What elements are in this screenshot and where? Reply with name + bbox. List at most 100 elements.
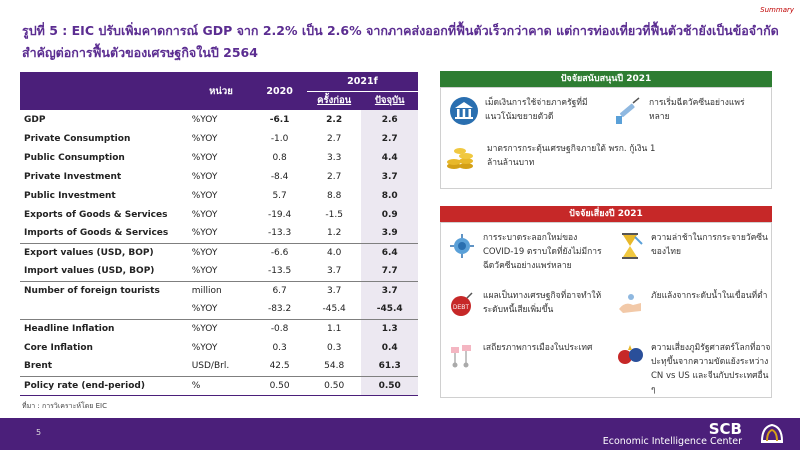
support-box: เม็ดเงินการใช้จ่ายภาครัฐที่มีแนวโน้มขยาย… (440, 87, 772, 189)
row-current: 3.9 (361, 224, 418, 243)
row-current: 2.7 (361, 129, 418, 148)
row-current: 6.4 (361, 242, 418, 262)
forecast-table: หน่วย 2020 2021f ครั้งก่อน ปัจจุบัน GDP%… (20, 72, 418, 396)
row-2020: -19.4 (267, 209, 292, 220)
row-current: 0.9 (361, 205, 418, 224)
risk-item: ความล่าช้าในการกระจายวัคซีนของไทย (615, 231, 769, 261)
col-unit: หน่วย (189, 72, 253, 110)
bank-icon (450, 97, 478, 125)
row-unit: %YOY (191, 304, 218, 315)
row-prev: -1.5 (325, 209, 343, 220)
table-row: Policy rate (end-period)% 0.50 0.50 0.50 (20, 375, 418, 396)
row-2020: 0.3 (272, 342, 287, 353)
row-unit: %YOY (189, 318, 253, 338)
virus-icon (450, 234, 474, 258)
table-row: Headline Inflation %YOY -0.8 1.1 1.3 (20, 318, 418, 338)
support-item: เม็ดเงินการใช้จ่ายภาครัฐที่มีแนวโน้มขยาย… (449, 96, 595, 126)
row-unit: %YOY (191, 342, 218, 353)
row-prev: 3.7 (306, 280, 362, 300)
row-2020: 6.7 (252, 280, 307, 300)
risk-text: ภัยแล้งจากระดับน้ำในเขื่อนที่ต่ำ (651, 291, 768, 301)
col-cur: ปัจจุบัน (361, 91, 418, 110)
row-unit: %YOY (191, 114, 218, 125)
row-label: Core Inflation (24, 342, 93, 353)
source-note: ที่มา : การวิเคราะห์โดย EIC (22, 402, 107, 410)
risk-text: ความล่าช้าในการกระจายวัคซีนของไทย (651, 233, 768, 257)
row-prev: 3.3 (326, 152, 342, 163)
risk-text: แผลเป็นทางเศรษฐกิจที่อาจทำให้ระดับหนี้เส… (483, 291, 602, 315)
row-current: 0.50 (361, 375, 418, 396)
row-label: Exports of Goods & Services (24, 209, 168, 220)
col-prev: ครั้งก่อน (306, 91, 362, 110)
row-label: Private Consumption (24, 133, 131, 144)
tradewar-icon (618, 345, 643, 364)
row-current: 61.3 (361, 357, 418, 376)
row-prev: 1.1 (306, 318, 362, 338)
row-label: Imports of Goods & Services (24, 228, 169, 239)
row-2020: 42.5 (269, 361, 290, 372)
col-2020: 2020 (252, 72, 307, 110)
row-2020: -6.1 (269, 114, 290, 125)
row-label: Import values (USD, BOP) (24, 266, 155, 277)
center-name: Economic Intelligence Center (602, 436, 742, 447)
row-unit: million (189, 280, 253, 300)
row-current: 4.4 (361, 148, 418, 167)
row-prev: 1.2 (326, 228, 342, 239)
row-unit: % (189, 375, 253, 396)
support-header: ปัจจัยสนับสนุนปี 2021 (440, 71, 772, 87)
row-current: 2.6 (361, 110, 418, 129)
row-prev: -45.4 (322, 304, 346, 315)
support-text: การเริ่มฉีดวัคซีนอย่างแพร่หลาย (649, 98, 745, 122)
table-row: %YOY -83.2 -45.4 -45.4 (20, 300, 418, 319)
scb-logo-icon (760, 423, 784, 443)
row-prev: 0.3 (326, 342, 342, 353)
row-prev: 2.2 (326, 114, 343, 125)
row-current: 3.7 (361, 280, 418, 300)
table-row: GDP %YOY -6.1 2.2 2.6 (20, 110, 418, 129)
row-unit: %YOY (191, 152, 218, 163)
debt-bomb-icon: DEBT (451, 292, 473, 316)
risk-text: เสถียรภาพการเมืองในประเทศ (483, 343, 593, 353)
row-current: 7.7 (361, 262, 418, 281)
svg-text:DEBT: DEBT (453, 305, 469, 311)
row-unit: %YOY (191, 266, 218, 277)
page-title: รูปที่ 5 : EIC ปรับเพิ่มคาดการณ์ GDP จาก… (22, 23, 779, 60)
coins-icon (447, 148, 473, 169)
risk-text: การระบาดระลอกใหม่ของ COVID-19 ตราบใดที่ย… (483, 233, 602, 271)
table-row: Public Consumption %YOY 0.8 3.3 4.4 (20, 148, 418, 167)
row-unit: %YOY (189, 242, 253, 262)
brand-name: SCB (708, 420, 742, 438)
risk-item: การระบาดระลอกใหม่ของ COVID-19 ตราบใดที่ย… (447, 231, 605, 273)
row-current: 0.4 (361, 338, 418, 357)
row-prev: 4.0 (306, 242, 362, 262)
row-label: GDP (24, 114, 46, 125)
risk-box: การระบาดระลอกใหม่ของ COVID-19 ตราบใดที่ย… (440, 222, 772, 398)
support-text: มาตรการกระตุ้นเศรษฐกิจภายใต้ พรก. กู้เงิ… (487, 144, 656, 168)
table-row: Exports of Goods & Services %YOY -19.4 -1.5… (20, 205, 418, 224)
row-2020: -83.2 (267, 304, 292, 315)
row-unit: %YOY (191, 133, 218, 144)
row-label: Private Investment (24, 171, 122, 182)
table-row: Private Consumption %YOY -1.0 2.7 2.7 (20, 129, 418, 148)
row-2020: -13.5 (267, 266, 292, 277)
row-2020: -1.0 (270, 133, 289, 144)
row-2020: -8.4 (270, 171, 289, 182)
row-prev: 2.7 (326, 171, 342, 182)
table-row: Export values (USD, BOP) %YOY -6.6 4.0 6.4 (20, 242, 418, 262)
row-current: -45.4 (361, 300, 418, 319)
footer-bar: 5 SCB Economic Intelligence Center (0, 418, 800, 450)
row-label: Policy rate (end-period) (20, 375, 190, 396)
row-label: Public Investment (24, 190, 116, 201)
row-current: 3.7 (361, 167, 418, 186)
row-label: Public Consumption (24, 152, 125, 163)
table-row: Public Investment %YOY 5.7 8.8 8.0 (20, 186, 418, 205)
row-2020: 0.8 (272, 152, 287, 163)
row-current: 8.0 (361, 186, 418, 205)
support-item: การเริ่มฉีดวัคซีนอย่างแพร่หลาย (613, 96, 759, 126)
risk-item: ภัยแล้งจากระดับน้ำในเขื่อนที่ต่ำ (615, 289, 769, 319)
support-item: มาตรการกระตุ้นเศรษฐกิจภายใต้ พรก. กู้เงิ… (441, 142, 657, 172)
risk-item: DEBT แผลเป็นทางเศรษฐกิจที่อาจทำให้ระดับห… (447, 289, 605, 319)
row-prev: 3.7 (326, 266, 342, 277)
row-unit: %YOY (191, 209, 218, 220)
risk-item: เสถียรภาพการเมืองในประเทศ (447, 341, 605, 371)
